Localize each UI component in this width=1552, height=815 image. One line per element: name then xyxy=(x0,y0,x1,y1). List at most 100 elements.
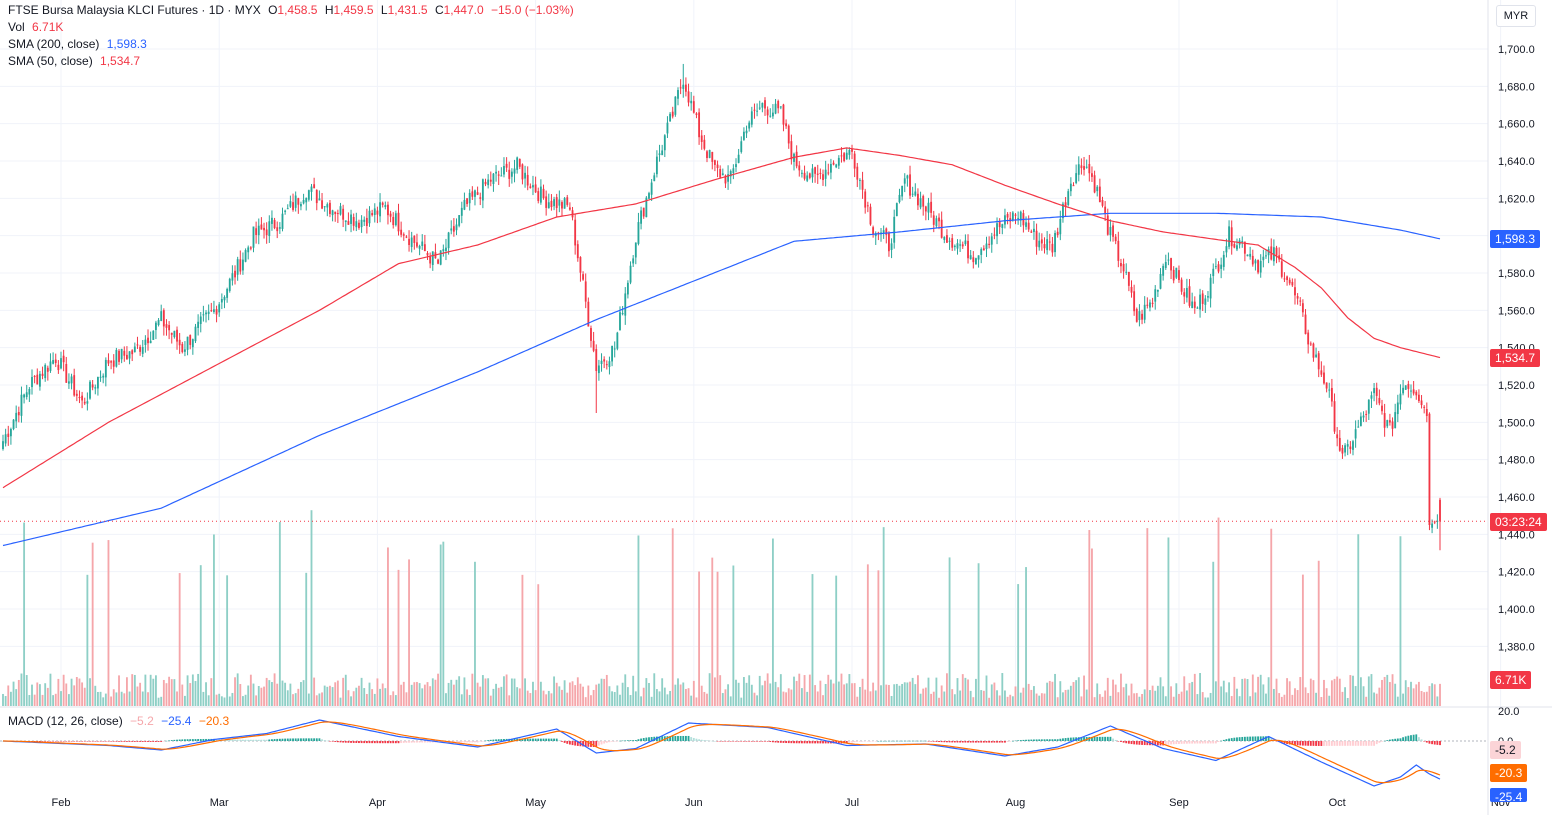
candle-body[interactable] xyxy=(750,111,753,125)
candle-body[interactable] xyxy=(445,247,447,252)
candle-body[interactable] xyxy=(28,389,31,395)
candle-body[interactable] xyxy=(888,232,890,252)
candle-body[interactable] xyxy=(94,387,97,389)
candle-body[interactable] xyxy=(679,87,682,89)
candle-body[interactable] xyxy=(489,179,492,182)
candle-body[interactable] xyxy=(1030,231,1033,233)
candle-body[interactable] xyxy=(808,173,811,178)
candle-body[interactable] xyxy=(1120,263,1122,267)
candle-body[interactable] xyxy=(57,364,60,371)
candle-body[interactable] xyxy=(1423,406,1426,408)
candle-body[interactable] xyxy=(215,309,218,315)
candle-body[interactable] xyxy=(590,328,592,341)
candle-body[interactable] xyxy=(1307,332,1310,345)
candle-body[interactable] xyxy=(1412,389,1415,394)
candle-body[interactable] xyxy=(1048,241,1051,243)
candle-body[interactable] xyxy=(967,240,969,259)
candle-body[interactable] xyxy=(1328,389,1331,391)
candle-body[interactable] xyxy=(582,274,584,280)
candle-body[interactable] xyxy=(748,122,751,129)
candle-body[interactable] xyxy=(1386,420,1389,427)
candle-body[interactable] xyxy=(756,110,759,112)
candle-body[interactable] xyxy=(1410,390,1412,392)
candle-body[interactable] xyxy=(574,219,577,246)
candle-body[interactable] xyxy=(824,169,827,179)
candle-body[interactable] xyxy=(392,216,395,226)
candle-body[interactable] xyxy=(450,228,453,231)
candle-body[interactable] xyxy=(629,265,632,283)
candle-body[interactable] xyxy=(1146,304,1149,306)
candle-body[interactable] xyxy=(86,401,89,404)
candle-body[interactable] xyxy=(1214,266,1217,268)
candle-body[interactable] xyxy=(307,190,310,200)
candle-body[interactable] xyxy=(998,221,1001,228)
candle-body[interactable] xyxy=(539,186,542,203)
candle-body[interactable] xyxy=(526,174,529,186)
candle-body[interactable] xyxy=(1259,260,1262,273)
candle-body[interactable] xyxy=(727,174,730,182)
candle-body[interactable] xyxy=(437,259,439,264)
candle-body[interactable] xyxy=(800,172,803,174)
candle-body[interactable] xyxy=(621,313,624,315)
candle-body[interactable] xyxy=(476,192,479,195)
candle-body[interactable] xyxy=(735,164,737,168)
candle-body[interactable] xyxy=(139,346,142,352)
candle-body[interactable] xyxy=(766,109,769,116)
candle-body[interactable] xyxy=(542,188,545,199)
candle-body[interactable] xyxy=(1304,314,1307,335)
candle-body[interactable] xyxy=(713,160,716,165)
candle-body[interactable] xyxy=(890,243,893,251)
candle-body[interactable] xyxy=(481,179,484,201)
candle-body[interactable] xyxy=(1059,218,1062,235)
candle-body[interactable] xyxy=(292,202,294,210)
candle-body[interactable] xyxy=(218,304,221,313)
candle-body[interactable] xyxy=(518,158,521,167)
candle-body[interactable] xyxy=(191,339,194,348)
candle-body[interactable] xyxy=(671,111,674,117)
candle-body[interactable] xyxy=(584,281,587,302)
candle-body[interactable] xyxy=(1378,397,1381,404)
candle-body[interactable] xyxy=(597,365,600,374)
candle-body[interactable] xyxy=(297,198,300,205)
candle-body[interactable] xyxy=(213,309,215,312)
candle-body[interactable] xyxy=(658,153,661,155)
candle-body[interactable] xyxy=(452,226,455,232)
candle-body[interactable] xyxy=(89,381,91,399)
candle-body[interactable] xyxy=(416,242,418,247)
candle-body[interactable] xyxy=(1296,296,1299,299)
candle-body[interactable] xyxy=(73,375,76,396)
candle-body[interactable] xyxy=(25,392,28,398)
candle-body[interactable] xyxy=(924,206,927,212)
candle-body[interactable] xyxy=(603,359,606,362)
time-axis-ticks[interactable]: FebMarAprMayJunJulAugSepOctNovDec2025Feb… xyxy=(52,797,1552,809)
candle-body[interactable] xyxy=(605,364,608,366)
candle-body[interactable] xyxy=(397,212,400,232)
candle-body[interactable] xyxy=(176,329,178,342)
candle-body[interactable] xyxy=(1183,292,1186,297)
candle-body[interactable] xyxy=(684,84,687,92)
candle-body[interactable] xyxy=(782,104,785,125)
candle-body[interactable] xyxy=(46,367,49,372)
candle-body[interactable] xyxy=(1135,309,1138,322)
candle-body[interactable] xyxy=(1167,259,1170,261)
candle-body[interactable] xyxy=(426,252,429,256)
candle-body[interactable] xyxy=(935,218,938,227)
candle-body[interactable] xyxy=(310,186,313,192)
candle-body[interactable] xyxy=(814,167,817,174)
candle-body[interactable] xyxy=(1336,434,1339,439)
candle-body[interactable] xyxy=(33,375,36,377)
candle-body[interactable] xyxy=(136,344,139,346)
candle-body[interactable] xyxy=(1354,429,1357,439)
candle-body[interactable] xyxy=(1033,228,1035,233)
candle-body[interactable] xyxy=(663,135,666,151)
candle-body[interactable] xyxy=(1141,313,1143,320)
candle-body[interactable] xyxy=(779,106,782,108)
candle-body[interactable] xyxy=(988,243,991,245)
candle-body[interactable] xyxy=(276,227,279,232)
candle-body[interactable] xyxy=(827,172,830,174)
candle-body[interactable] xyxy=(956,243,959,249)
candle-body[interactable] xyxy=(1080,165,1083,169)
candle-body[interactable] xyxy=(402,234,405,236)
candle-body[interactable] xyxy=(869,206,872,225)
